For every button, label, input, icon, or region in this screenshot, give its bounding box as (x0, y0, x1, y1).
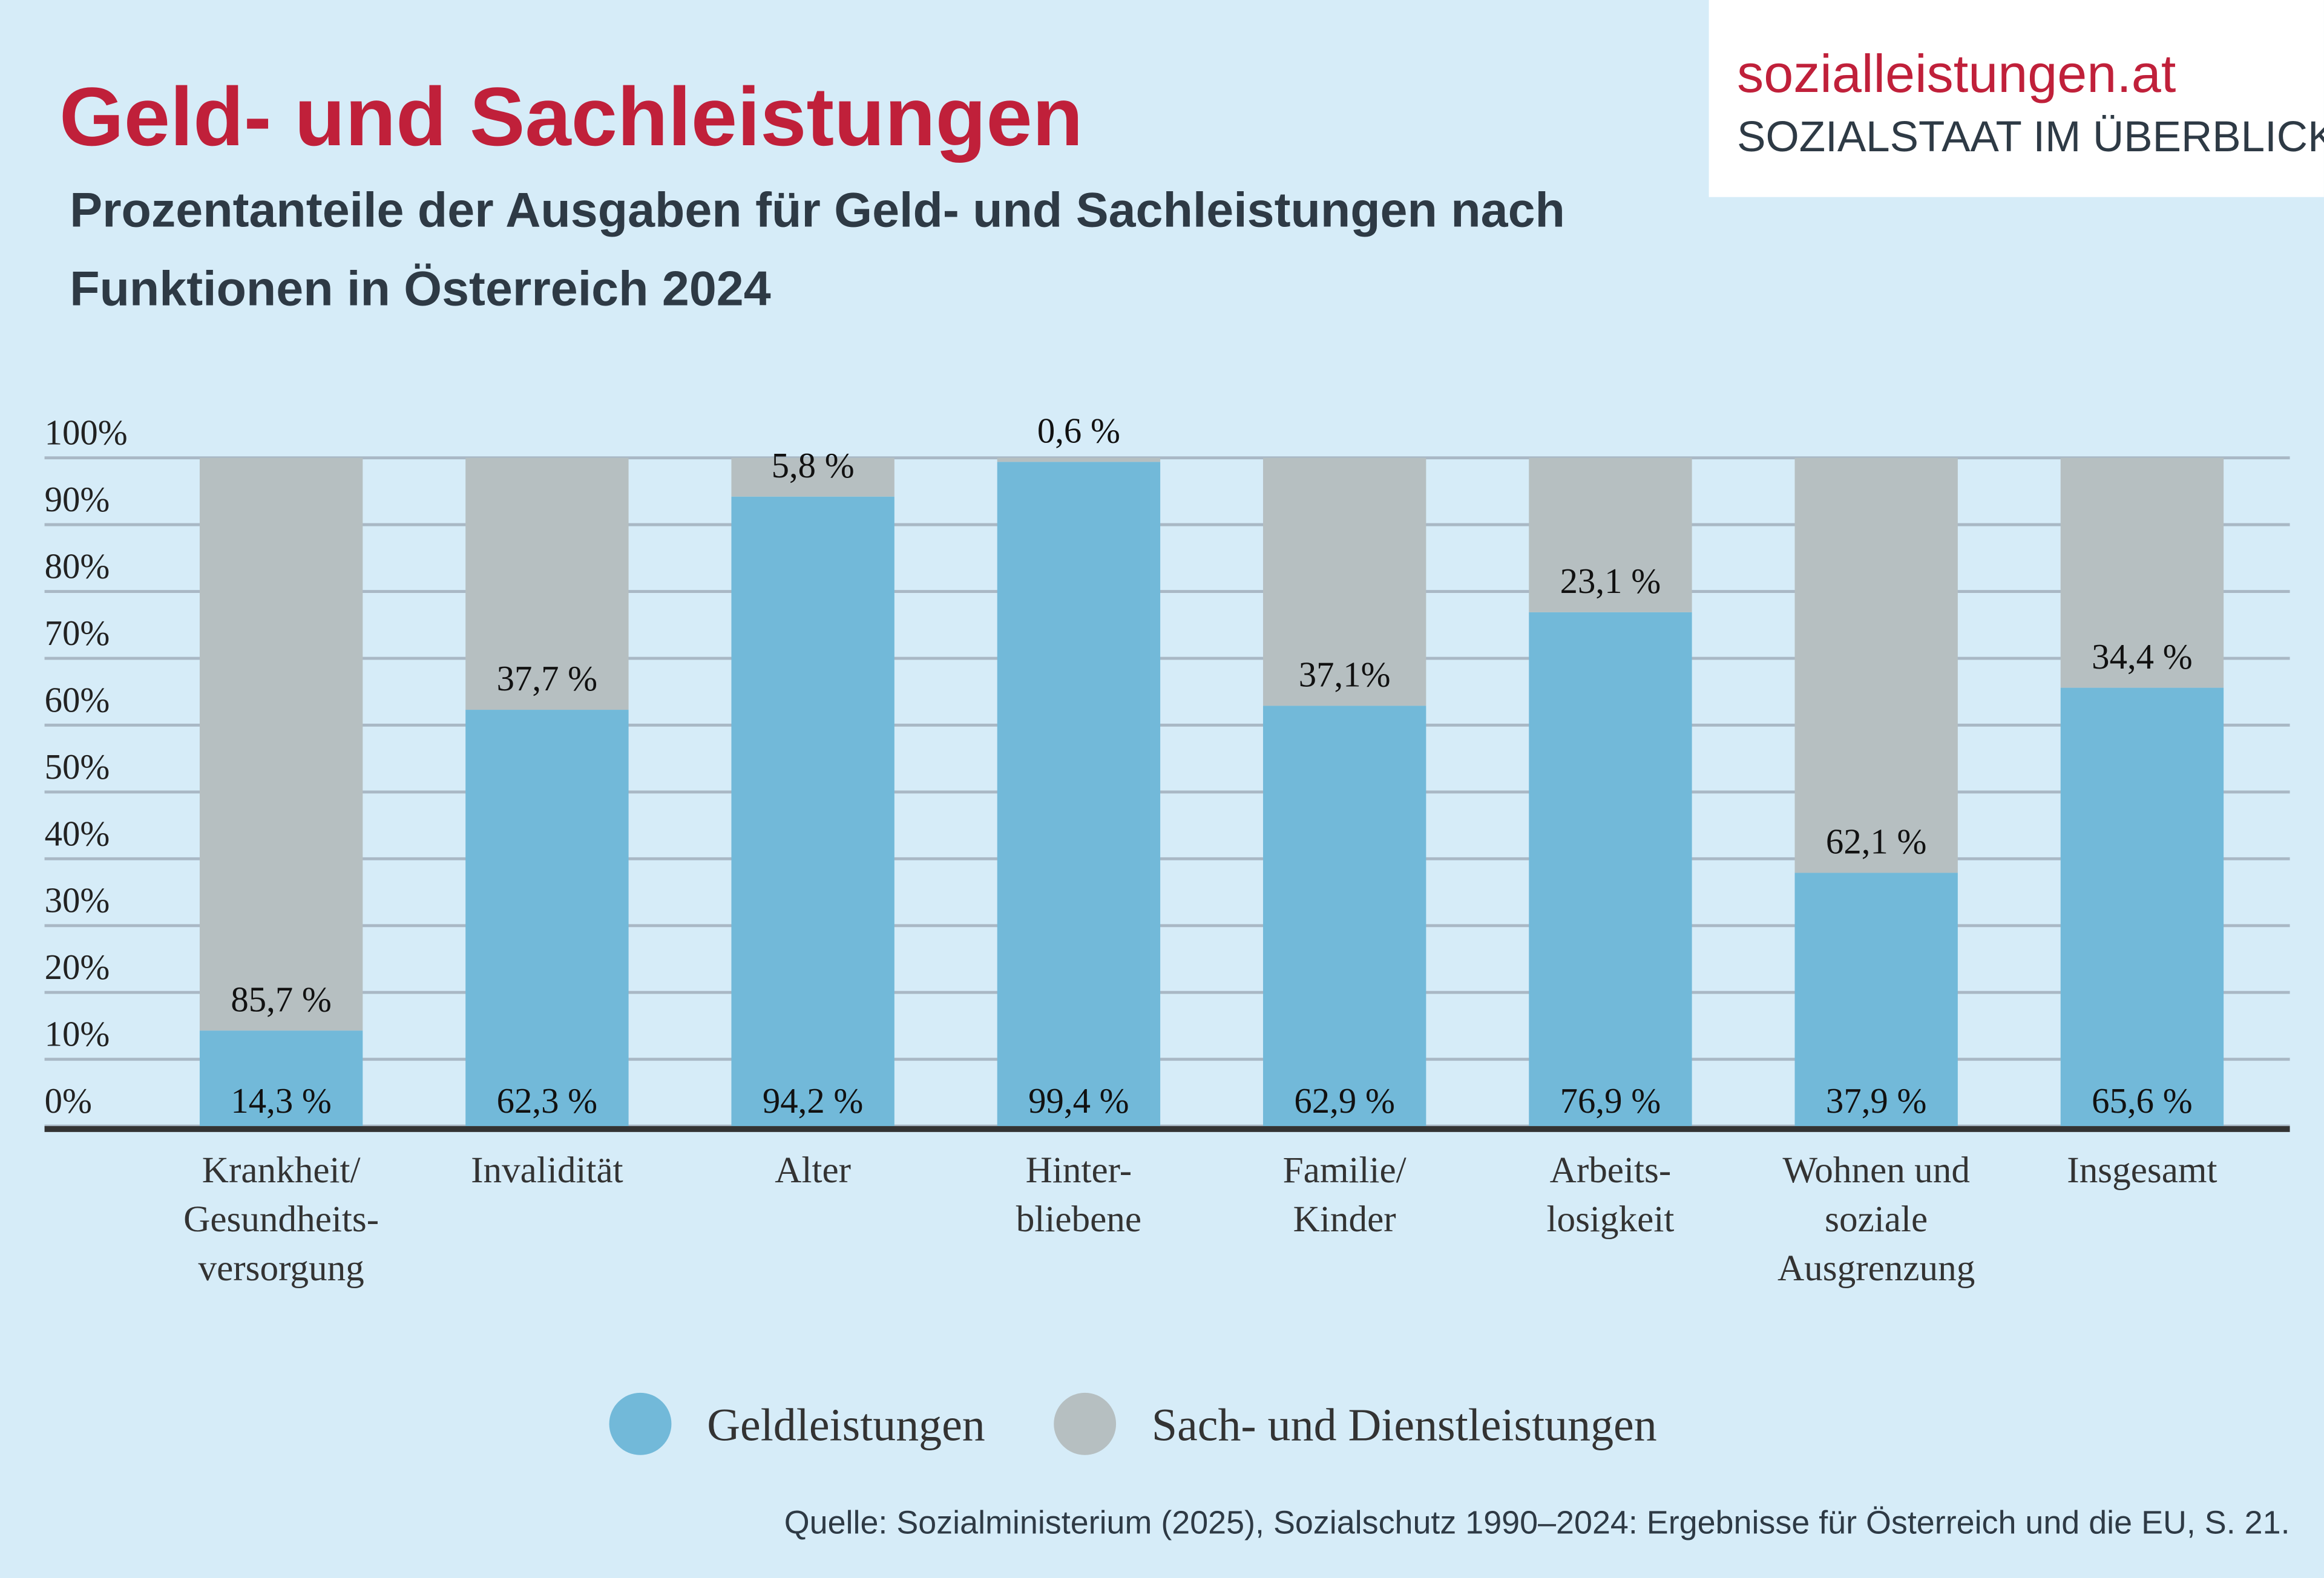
value-label: 65,6 % (2092, 1081, 2192, 1121)
bar-segment (1794, 457, 1958, 873)
x-tick-label: Insgesamt (2067, 1150, 2217, 1191)
y-tick-label: 40% (45, 814, 110, 853)
value-label: 62,9 % (1294, 1081, 1394, 1121)
value-label: 62,3 % (497, 1081, 597, 1121)
y-tick-label: 20% (45, 948, 110, 987)
x-tick-label: Arbeits- (1550, 1150, 1672, 1191)
x-tick-label: versorgung (198, 1248, 364, 1289)
legend-label: Geldleistungen (707, 1400, 985, 1450)
y-tick-label: 60% (45, 680, 110, 719)
value-label: 0,6 % (1037, 411, 1120, 450)
bar-segment (1529, 457, 1692, 612)
value-label: 99,4 % (1028, 1081, 1129, 1121)
y-tick-label: 80% (45, 547, 110, 586)
value-label: 34,4 % (2092, 637, 2192, 676)
source-note: Quelle: Sozialministerium (2025), Sozial… (784, 1505, 2290, 1541)
bar-segment (465, 710, 629, 1127)
logo-box (1709, 0, 2324, 197)
x-tick-label: Krankheit/ (202, 1150, 361, 1191)
y-tick-label: 10% (45, 1015, 110, 1054)
bar-segment (199, 1030, 363, 1127)
x-tick-label: Invalidität (471, 1150, 623, 1191)
bar-segment (2060, 457, 2224, 688)
y-tick-label: 0% (45, 1081, 92, 1121)
legend-label: Sach- und Dienstleistungen (1152, 1400, 1657, 1450)
value-label: 94,2 % (763, 1081, 863, 1121)
bar-segment (1794, 872, 1958, 1127)
legend-marker (609, 1392, 672, 1455)
x-tick-label: Familie/ (1283, 1150, 1407, 1191)
logo-name: sozialleistungen.at (1737, 44, 2176, 103)
value-label: 85,7 % (231, 980, 331, 1019)
bar-segment (997, 457, 1161, 462)
value-label: 14,3 % (231, 1081, 331, 1121)
bar-segment (731, 457, 894, 497)
legend-marker (1054, 1392, 1117, 1455)
bar-segment (1262, 457, 1426, 706)
value-label: 23,1 % (1560, 561, 1661, 601)
y-tick-label: 70% (45, 614, 110, 653)
value-label: 62,1 % (1826, 822, 1926, 862)
bar-segment (997, 462, 1161, 1127)
bar-segment (465, 457, 629, 710)
x-tick-label: Gesundheits- (183, 1199, 379, 1240)
x-tick-label: Alter (775, 1150, 851, 1191)
x-tick-label: bliebene (1016, 1199, 1141, 1240)
x-tick-label: losigkeit (1546, 1199, 1674, 1240)
logo-tagline: SOZIALSTAAT IM ÜBERBLICK (1737, 113, 2324, 161)
x-tick-label: Ausgrenzung (1777, 1248, 1975, 1289)
x-tick-label: Hinter- (1026, 1150, 1132, 1191)
bar-segment (1262, 706, 1426, 1127)
x-tick-label: Wohnen und (1782, 1150, 1970, 1191)
bar-segment (1529, 612, 1692, 1127)
chart-subtitle: Prozentanteile der Ausgaben für Geld- un… (70, 183, 1565, 238)
bar-segment (2060, 687, 2224, 1127)
chart-title: Geld- und Sachleistungen (59, 71, 1083, 163)
value-label: 37,1% (1299, 655, 1391, 695)
bar-segment (731, 496, 894, 1127)
x-tick-label: Kinder (1293, 1199, 1396, 1240)
value-label: 37,9 % (1826, 1081, 1926, 1121)
y-tick-label: 30% (45, 881, 110, 920)
y-tick-label: 50% (45, 747, 110, 787)
value-label: 37,7 % (497, 659, 597, 698)
value-label: 5,8 % (772, 446, 855, 485)
chart-subtitle: Funktionen in Österreich 2024 (70, 261, 770, 316)
x-tick-label: soziale (1825, 1199, 1928, 1240)
bar-segment (199, 457, 363, 1031)
y-tick-label: 90% (45, 480, 110, 519)
y-tick-label: 100% (45, 413, 128, 453)
value-label: 76,9 % (1560, 1081, 1661, 1121)
